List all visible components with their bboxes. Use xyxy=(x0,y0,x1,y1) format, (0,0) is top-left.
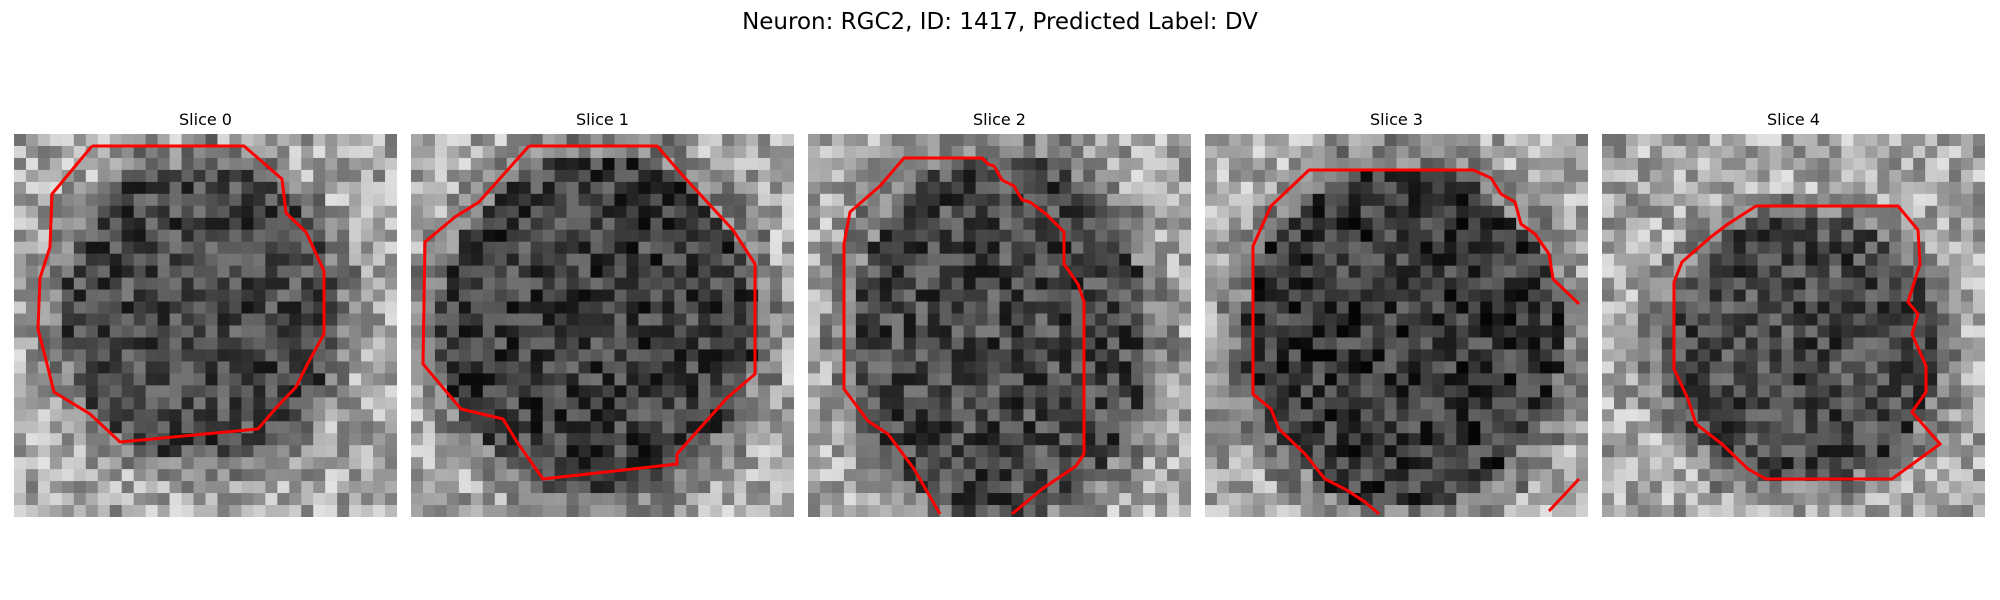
panel-slice-4: Slice 4 xyxy=(1602,110,1985,517)
pixel-grid xyxy=(1205,134,1588,517)
slice-image xyxy=(1602,134,1985,517)
panel-title: Slice 0 xyxy=(179,110,232,129)
pixel-grid xyxy=(411,134,794,517)
contour-outline xyxy=(36,144,326,444)
slice-image xyxy=(14,134,397,517)
panel-title: Slice 1 xyxy=(576,110,629,129)
slice-image xyxy=(1205,134,1588,517)
panel-slice-1: Slice 1 xyxy=(411,110,794,517)
slice-image xyxy=(411,134,794,517)
panel-slice-0: Slice 0 xyxy=(14,110,397,517)
figure-title: Neuron: RGC2, ID: 1417, Predicted Label:… xyxy=(742,9,1258,35)
pixel-grid xyxy=(14,134,397,517)
contour-outline xyxy=(1547,477,1581,513)
contour-outline xyxy=(842,156,942,515)
contour-outline xyxy=(934,156,1086,516)
panel-title: Slice 2 xyxy=(973,110,1026,129)
pixel-grid xyxy=(808,134,1191,517)
panel-slice-2: Slice 2 xyxy=(808,110,1191,517)
panel-title: Slice 3 xyxy=(1370,110,1423,129)
panel-title: Slice 4 xyxy=(1767,110,1820,129)
contour-outline xyxy=(421,144,757,481)
slice-image xyxy=(808,134,1191,517)
panel-slice-3: Slice 3 xyxy=(1205,110,1588,517)
contour-outline xyxy=(1251,168,1581,516)
pixel-grid xyxy=(1602,134,1985,517)
contour-outline xyxy=(1672,204,1943,481)
